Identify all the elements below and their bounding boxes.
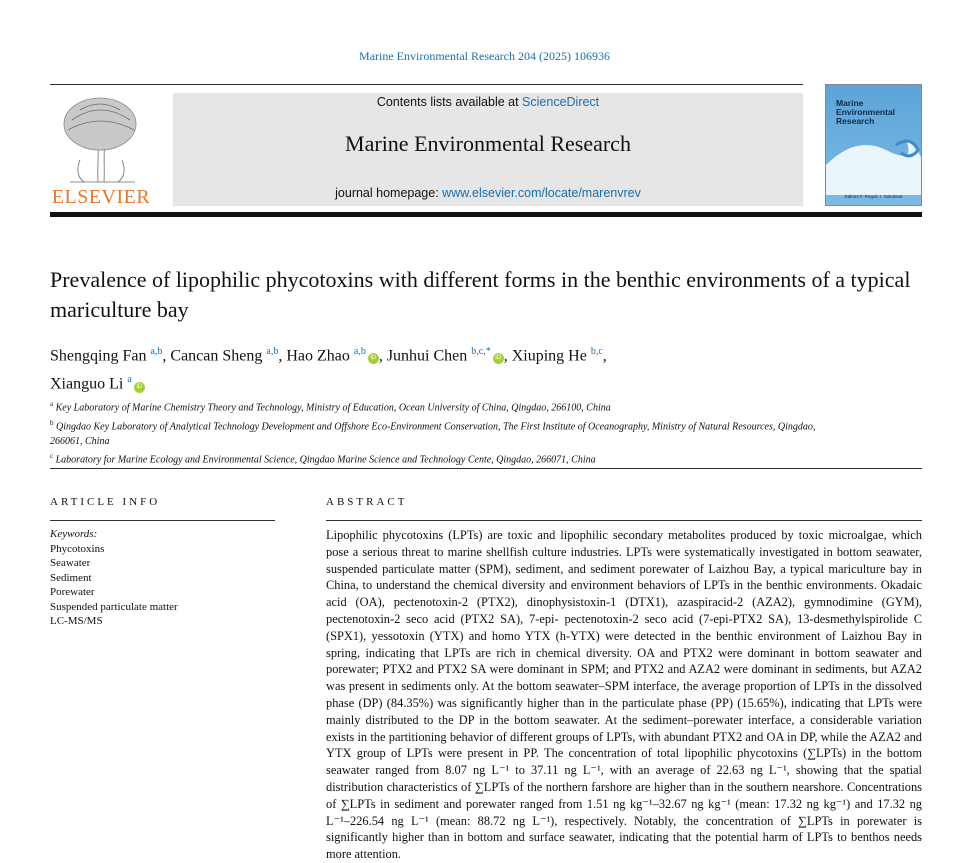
abstract-heading: ABSTRACT <box>326 496 408 508</box>
author-list: Shengqing Fan a,b, Cancan Sheng a,b, Hao… <box>50 346 607 393</box>
affiliation-mark: b <box>50 418 54 427</box>
affiliation-text: Key Laboratory of Marine Chemistry Theor… <box>55 402 611 414</box>
keyword: LC-MS/MS <box>50 615 103 627</box>
affiliation-marker[interactable]: a,b <box>353 346 366 357</box>
divider <box>50 468 922 469</box>
author[interactable]: Shengqing Fan <box>50 347 147 365</box>
affiliations: a Key Laboratory of Marine Chemistry The… <box>50 397 830 468</box>
keywords-list: Phycotoxins Seawater Sediment Porewater Susp… <box>50 542 275 629</box>
affiliation-mark: a <box>50 400 54 408</box>
affiliation-text: Laboratory for Marine Ecology and Enviro… <box>55 454 596 466</box>
orcid-icon[interactable]: iD <box>492 353 504 365</box>
contents-availability: Contents lists available at ScienceDirec… <box>376 95 600 109</box>
article-title: Prevalence of lipophilic phycotoxins wit… <box>50 267 911 322</box>
affiliation-marker[interactable]: a,b <box>266 346 279 357</box>
author[interactable]: Xianguo Li <box>50 375 124 393</box>
sciencedirect-link[interactable]: ScienceDirect <box>522 95 600 109</box>
journal-reference: Marine Environmental Research 204 (2025)… <box>0 49 969 64</box>
abstract-text: Lipophilic phycotoxins (LPTs) are toxic … <box>326 528 922 862</box>
affiliation-marker[interactable]: b,c <box>590 346 603 357</box>
keyword: Seawater <box>50 557 91 569</box>
author[interactable]: Hao Zhao <box>286 347 350 365</box>
keywords-section: Keywords: Phycotoxins Seawater Sediment Por… <box>50 527 275 629</box>
keywords-label: Keywords: <box>50 528 98 540</box>
keyword: Suspended particulate matter <box>50 600 178 613</box>
header-divider <box>50 212 922 217</box>
elsevier-wordmark: ELSEVIER <box>51 186 151 208</box>
orcid-icon[interactable]: iD <box>133 381 145 393</box>
journal-cover-image[interactable]: Marine Environmental Research Editors F.… <box>825 84 922 206</box>
journal-header-box <box>173 93 803 206</box>
affiliation-text: Qingdao Key Laboratory of Analytical Tec… <box>50 421 816 447</box>
affiliation-marker[interactable]: b,c,* <box>471 346 491 357</box>
keyword: Phycotoxins <box>50 542 105 555</box>
homepage-link[interactable]: www.elsevier.com/locate/marenvrev <box>442 186 641 200</box>
cover-editors: Editors F. Regoli, I. Sokolova <box>844 194 903 199</box>
article-info-heading: ARTICLE INFO <box>50 496 161 508</box>
orcid-icon[interactable]: iD <box>367 353 379 365</box>
affiliation: b Qingdao Key Laboratory of Analytical T… <box>50 416 830 449</box>
divider <box>326 520 922 521</box>
keyword: Porewater <box>50 586 95 598</box>
author[interactable]: Junhui Chen <box>386 347 468 365</box>
keyword: Sediment <box>50 571 92 584</box>
wave-graphic <box>826 139 921 195</box>
journal-reference-link[interactable]: Marine Environmental Research 204 (2025)… <box>359 49 610 63</box>
elsevier-tree-logo <box>63 97 137 183</box>
divider <box>50 84 803 85</box>
journal-homepage: journal homepage: www.elsevier.com/locat… <box>335 186 641 200</box>
affiliation-marker[interactable]: a <box>127 374 132 386</box>
affiliation: a Key Laboratory of Marine Chemistry The… <box>50 397 830 416</box>
affiliation-mark: c <box>50 452 54 461</box>
affiliation: c Laboratory for Marine Ecology and Envi… <box>50 449 830 468</box>
journal-title: Marine Environmental Research <box>345 131 631 156</box>
author[interactable]: Cancan Sheng <box>170 347 263 365</box>
affiliation-marker[interactable]: a,b <box>150 346 163 357</box>
author[interactable]: Xiuping He <box>511 347 587 365</box>
divider <box>50 520 275 521</box>
cover-title: Marine Environmental Research <box>836 98 896 126</box>
